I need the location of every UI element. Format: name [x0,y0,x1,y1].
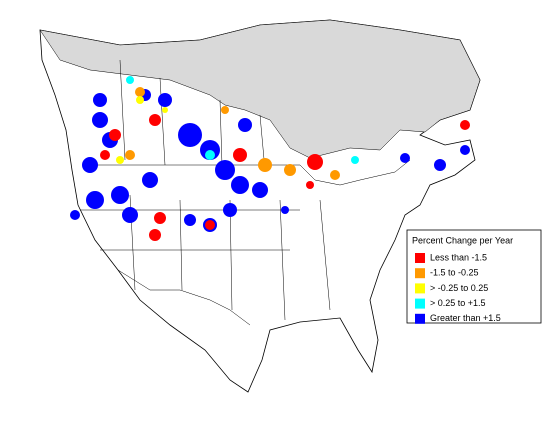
legend-swatch [415,268,425,279]
legend-swatch [415,313,425,324]
legend-label: Greater than +1.5 [430,313,501,323]
legend-swatch [415,253,425,263]
legend-label: > 0.25 to +1.5 [430,298,486,308]
borders [80,59,411,326]
legend-swatch [415,283,425,294]
legend-label: > -0.25 to 0.25 [430,283,488,293]
legend-label: Less than -1.5 [430,252,487,262]
legend-swatch [415,298,425,309]
legend-title: Percent Change per Year [412,235,513,245]
legend-box [406,229,542,324]
no-data-region [39,19,481,159]
legend-items: Less than -1.5 -1.5 to -0.25 > -0.25 to 0.… [415,252,501,324]
legend-label: -1.5 to -0.25 [430,268,479,278]
trend-blobs [70,76,470,241]
